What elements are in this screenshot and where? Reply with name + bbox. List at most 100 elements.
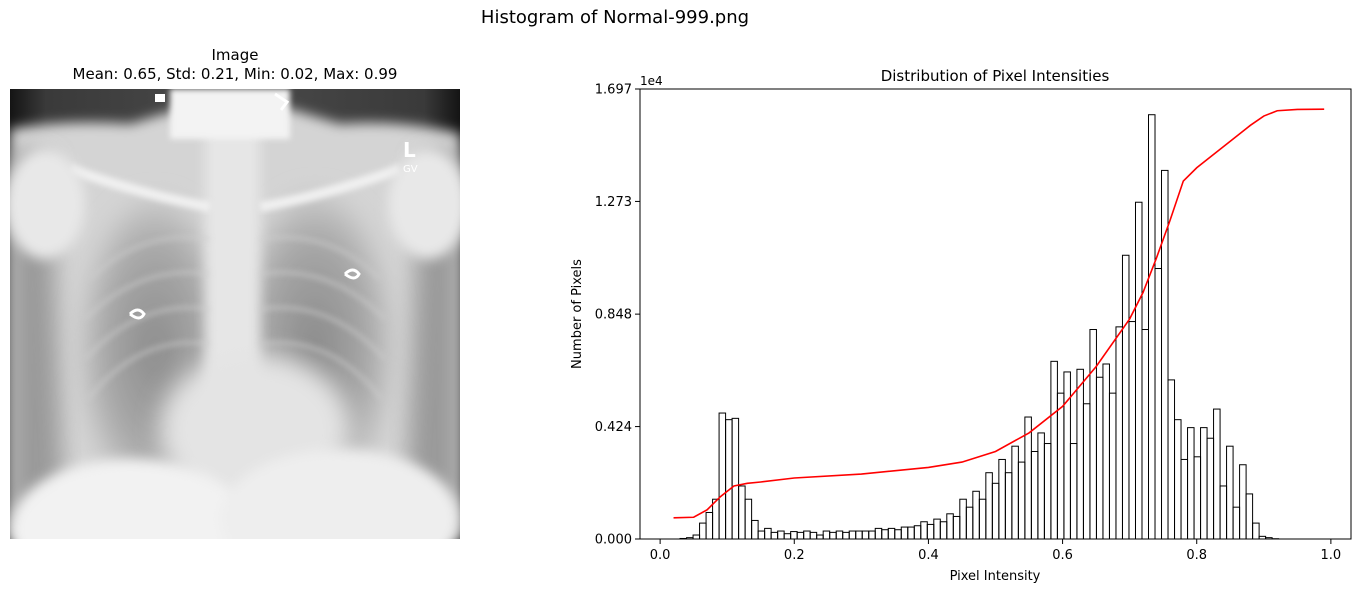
histogram-bar (972, 490, 980, 540)
histogram-bar (1193, 456, 1202, 540)
cumulative-curve (673, 108, 1325, 519)
histogram-bar (842, 531, 850, 540)
histogram-bar (933, 518, 941, 540)
histogram-bar (796, 531, 805, 540)
histogram-bar (868, 530, 876, 540)
histogram-bar (783, 533, 792, 540)
histogram-bar (770, 531, 779, 540)
histogram-bar (887, 527, 896, 540)
y-axis-label: Number of Pixels (570, 259, 585, 369)
histogram-bar (1076, 368, 1084, 540)
histogram-bar (1128, 321, 1136, 540)
histogram-bar (1232, 506, 1241, 540)
histogram-bar (991, 482, 1000, 540)
histogram-bar (1102, 363, 1110, 540)
histogram-bar (1011, 445, 1019, 540)
histogram-bar (1082, 403, 1091, 540)
histogram-bar (1161, 169, 1169, 540)
histogram-bar (1226, 445, 1234, 540)
histogram-bar (848, 530, 857, 540)
histogram-bar (809, 531, 818, 540)
histogram-bar (738, 485, 746, 540)
histogram-bar (1134, 201, 1143, 540)
histogram-bar (952, 515, 961, 540)
histogram-bar (1056, 392, 1065, 540)
y-tick-label: 0.424 (595, 420, 632, 435)
histogram-bar (1219, 485, 1228, 540)
histogram-bar (1141, 329, 1149, 540)
image-panel-title: Image (211, 46, 259, 64)
histogram-bar (1089, 329, 1097, 540)
histogram-bar (712, 498, 720, 540)
histogram-bar (1050, 360, 1058, 540)
histogram-bar (920, 521, 928, 540)
histogram-bar (1154, 268, 1163, 540)
x-tick-label: 1.0 (1321, 548, 1342, 563)
image-marker-gv: GV (403, 164, 418, 175)
histogram-bar (705, 511, 714, 540)
histogram-bar (1239, 464, 1247, 540)
histogram-bar (855, 530, 863, 540)
histogram-bar (1043, 443, 1052, 540)
histogram-bar (1148, 114, 1156, 540)
histogram-bar (731, 417, 740, 540)
histogram-bar (822, 530, 831, 540)
histogram-bar (1063, 371, 1071, 540)
y-tick-label: 0.848 (595, 308, 632, 323)
histogram-bar (699, 522, 707, 540)
histogram-bar (1017, 461, 1026, 540)
histogram-bar (829, 531, 837, 540)
histogram-bar (718, 412, 727, 540)
histogram-bar (1121, 254, 1130, 540)
histogram-bar (777, 530, 785, 540)
histogram-bar (1213, 408, 1221, 540)
histogram-bar (744, 498, 753, 540)
histogram-bar (1030, 450, 1039, 540)
axis-ticks: 0.0 0.2 0.4 0.6 0.8 1.0 0.000 0.424 0.848 1.273 1.… (595, 83, 1341, 564)
histogram-bar (1167, 379, 1176, 540)
histogram-bar (757, 530, 766, 540)
histogram-bar (1004, 472, 1013, 540)
histogram-bar (1174, 419, 1182, 540)
histogram-bar (1180, 458, 1189, 540)
histogram-bar (1108, 392, 1117, 540)
histogram-bar (1095, 376, 1104, 540)
histogram-bar (1206, 437, 1215, 540)
histogram-bar (1187, 427, 1195, 540)
histogram-bar (1115, 326, 1123, 540)
histogram-bar (894, 529, 902, 540)
histogram-bar (803, 530, 811, 540)
y-offset-text: 1e4 (640, 74, 663, 88)
histogram-bar (1245, 493, 1254, 540)
histogram-bar (939, 521, 948, 540)
histogram-bar (790, 531, 798, 540)
plot-area (673, 108, 1325, 540)
y-tick-label: 1.697 (595, 83, 632, 98)
histogram-bar (913, 525, 922, 540)
histogram-bar (998, 458, 1006, 540)
x-tick-label: 0.8 (1186, 548, 1207, 563)
y-tick-label: 1.273 (595, 195, 632, 210)
histogram-bar (926, 523, 935, 540)
histogram-bar (881, 529, 889, 540)
histogram-bar (959, 498, 967, 540)
histogram-bar (861, 530, 870, 540)
histogram-bar (907, 526, 915, 540)
image-marker-l: L (403, 138, 416, 162)
histogram-bar (978, 498, 987, 540)
histogram-bar (1069, 443, 1078, 540)
histogram-bar (1252, 522, 1260, 540)
histogram-bar (692, 534, 701, 540)
chest-xray-image: L GV (10, 89, 460, 539)
histogram-bar (1037, 432, 1045, 540)
image-panel-stats: Mean: 0.65, Std: 0.21, Min: 0.02, Max: 0… (72, 65, 398, 83)
figure-suptitle: Histogram of Normal-999.png (480, 7, 750, 28)
histogram-bar (965, 506, 974, 540)
x-tick-label: 0.4 (918, 548, 939, 563)
histogram-bar (835, 530, 844, 540)
x-axis-label: Pixel Intensity (950, 569, 1041, 584)
histogram-bar (900, 526, 909, 540)
histogram-bar (764, 527, 772, 540)
y-tick-label: 0.000 (595, 533, 632, 548)
